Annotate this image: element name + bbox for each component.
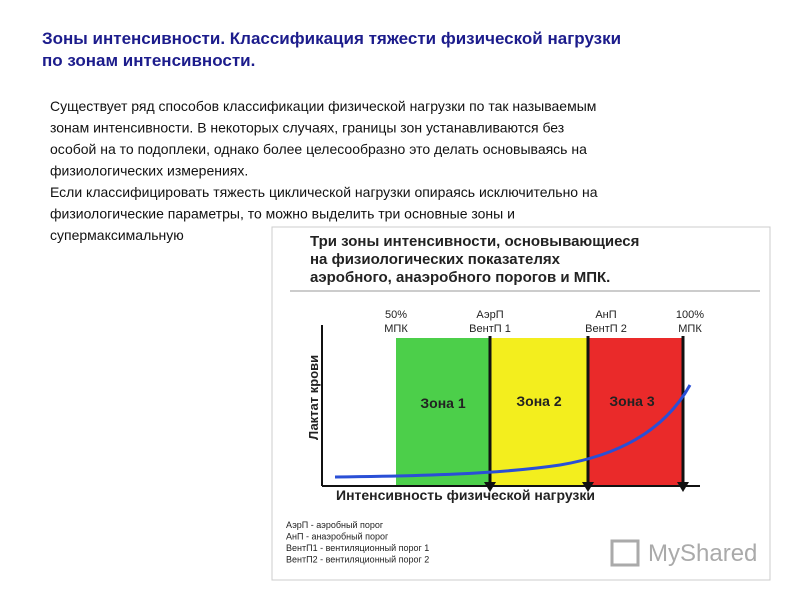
body-line: супермаксимальную	[50, 227, 184, 243]
body-text: Существует ряд способов классификации фи…	[50, 98, 598, 243]
marker-label: АнП	[595, 309, 616, 321]
figure-title: аэробного, анаэробного порогов и МПК.	[310, 269, 610, 286]
marker-label: ВентП 1	[469, 323, 511, 335]
legend-item: ВентП1 - вентиляционный порог 1	[286, 543, 429, 553]
body-line: зонам интенсивности. В некоторых случаях…	[50, 120, 564, 136]
x-label: Интенсивность физической нагрузки	[336, 487, 595, 503]
title-line: по зонам интенсивности.	[42, 51, 255, 70]
lactate-curve	[334, 384, 692, 479]
marker-label: МПК	[384, 323, 408, 335]
zone-area	[588, 338, 683, 486]
figure-title: на физиологических показателях	[310, 251, 561, 268]
body-line: физиологические параметры, то можно выде…	[50, 206, 515, 222]
marker-label: 100%	[676, 309, 704, 321]
body-line: Существует ряд способов классификации фи…	[50, 98, 596, 114]
body-line: физиологических измерениях.	[50, 163, 248, 179]
legend-item: АэрП - аэробный порог	[286, 520, 384, 530]
marker-label: ВентП 2	[585, 323, 627, 335]
y-label: Лактат крови	[306, 355, 321, 440]
watermark: MyShared	[648, 540, 757, 567]
figure: Три зоны интенсивности, основывающиеся н…	[271, 226, 771, 581]
watermark-icon	[610, 539, 640, 567]
legend-item: АнП - анаэробный порог	[286, 532, 389, 542]
figure-title: Три зоны интенсивности, основывающиеся	[310, 233, 639, 250]
marker-label: 50%	[385, 309, 407, 321]
marker-label: АэрП	[476, 309, 503, 321]
zone-label: Зона 1	[420, 395, 465, 411]
zone-area	[396, 338, 490, 486]
title-line: Зоны интенсивности. Классификация тяжест…	[42, 29, 621, 48]
legend-item: ВентП2 - вентиляционный порог 2	[286, 555, 429, 565]
body-line: особой на то подоплеки, однако более цел…	[50, 141, 587, 157]
zone-label: Зона 2	[516, 393, 561, 409]
zone-label: Зона 3	[609, 393, 654, 409]
marker-label: МПК	[678, 323, 702, 335]
body-line: Если классифицировать тяжесть циклическо…	[50, 184, 598, 200]
